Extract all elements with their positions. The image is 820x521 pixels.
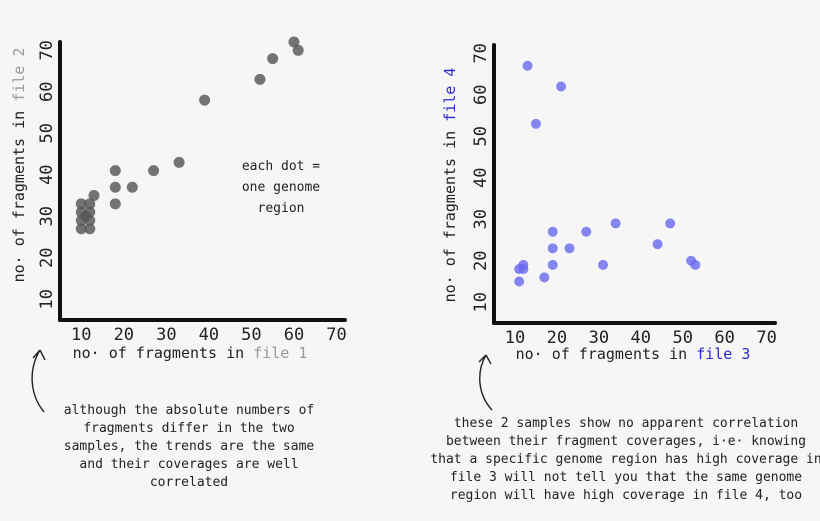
x-tick-label: 50 [672,328,692,348]
y-tick-label: 10 [471,292,491,312]
x-tick-label: 50 [241,325,261,345]
x-tick-label: 40 [199,325,219,345]
data-point [610,218,621,229]
chart-right: 10 20 30 40 50 60 70 10 20 30 40 50 60 70 no· of fragm… [441,43,777,363]
y-tick-label: 40 [37,165,57,185]
right-note: these 2 samples show no apparent correla… [430,416,820,503]
y-tick-label: 30 [37,206,57,226]
left-note-line-5: correlated [150,475,228,490]
x-tick-label: 60 [714,328,734,348]
data-point [75,198,87,210]
right-arrow-icon [478,354,493,411]
left-arrow-icon [31,349,46,413]
x-axis-label-prefix: no· of fragments in [516,345,697,363]
data-point [173,156,185,168]
data-point [547,259,558,270]
x-tick-label: 30 [156,325,176,345]
y-tick-label: 50 [37,123,57,143]
y-tick-label: 50 [471,126,491,146]
y-axis-label-file: file 2 [10,48,28,102]
x-axis-label-file: file 3 [696,345,750,363]
y-axis-label: no· of fragments in file 2 [10,48,28,283]
y-tick-label: 20 [37,248,57,268]
data-point [75,223,87,235]
data-point [267,53,279,65]
right-note-line-5: region will have high coverage in file 4… [450,488,802,503]
data-point [84,214,96,226]
right-note-line-3: that a specific genome region has high c… [430,452,820,467]
data-point [690,259,701,270]
right-note-line-2: between their fragment coverages, i·e· k… [446,434,806,449]
right-note-line-4: file 3 will not tell you that the same g… [450,470,802,485]
x-axis-label-prefix: no· of fragments in [73,344,254,362]
left-note-line-4: and their coverages are well [79,457,298,472]
data-point [109,165,121,177]
data-point [581,226,592,237]
y-tick-label: 60 [471,85,491,105]
data-point [514,276,525,287]
data-point [547,226,558,237]
chart-left: 10 20 30 40 50 60 70 10 20 30 40 50 60 70 no· of fragm… [10,36,347,362]
data-point [254,73,266,85]
data-point [288,36,300,48]
y-tick-label: 60 [37,82,57,102]
data-point [665,218,676,229]
y-axis-label-prefix: no· of fragments in [10,102,28,283]
annotation-line-3: region [258,201,305,216]
x-tick-label: 70 [326,325,346,345]
x-tick-label: 30 [589,328,609,348]
x-tick-label: 20 [547,328,567,348]
y-axis-label-prefix: no· of fragments in [441,122,459,303]
data-point [530,118,541,129]
data-point [292,44,304,56]
data-point [518,259,529,270]
y-tick-label: 70 [37,40,57,60]
y-tick-label: 40 [471,168,491,188]
left-note-line-3: samples, the trends are the same [64,439,315,454]
x-tick-label: 20 [114,325,134,345]
x-axis-label: no· of fragments in file 1 [73,344,308,362]
data-point [652,239,663,250]
annotation-line-2: one genome [242,180,320,195]
data-point [522,60,533,71]
x-tick-label: 40 [631,328,651,348]
x-tick-label: 10 [71,325,91,345]
x-tick-label: 70 [756,328,776,348]
y-axis-label: no· of fragments in file 4 [441,68,459,303]
data-point [84,223,96,235]
data-point [109,198,121,210]
y-tick-label: 20 [471,251,491,271]
data-point [84,198,96,210]
data-point [199,94,211,106]
data-point [547,243,558,254]
x-tick-label: 10 [505,328,525,348]
data-point [88,190,100,202]
left-note-line-1: although the absolute numbers of [64,403,314,418]
x-axis-label: no· of fragments in file 3 [516,345,751,363]
left-note: although the absolute numbers of fragmen… [64,403,315,490]
data-point [109,181,121,193]
annotation-line-1: each dot = [242,159,320,174]
data-point [84,206,96,218]
y-tick-label: 10 [37,289,57,309]
data-point [564,243,575,254]
chart-annotation: each dot = one genome region [242,159,320,216]
left-note-line-2: fragments differ in the two [83,421,294,436]
y-tick-label: 70 [471,43,491,63]
data-point [598,259,609,270]
y-tick-label: 30 [471,209,491,229]
x-axis-label-file: file 1 [253,344,307,362]
data-point [556,81,567,92]
right-note-line-1: these 2 samples show no apparent correla… [454,416,798,431]
data-point [126,181,138,193]
data-point [539,272,550,283]
y-axis-label-file: file 4 [441,68,459,122]
data-point [148,165,160,177]
x-tick-label: 60 [284,325,304,345]
